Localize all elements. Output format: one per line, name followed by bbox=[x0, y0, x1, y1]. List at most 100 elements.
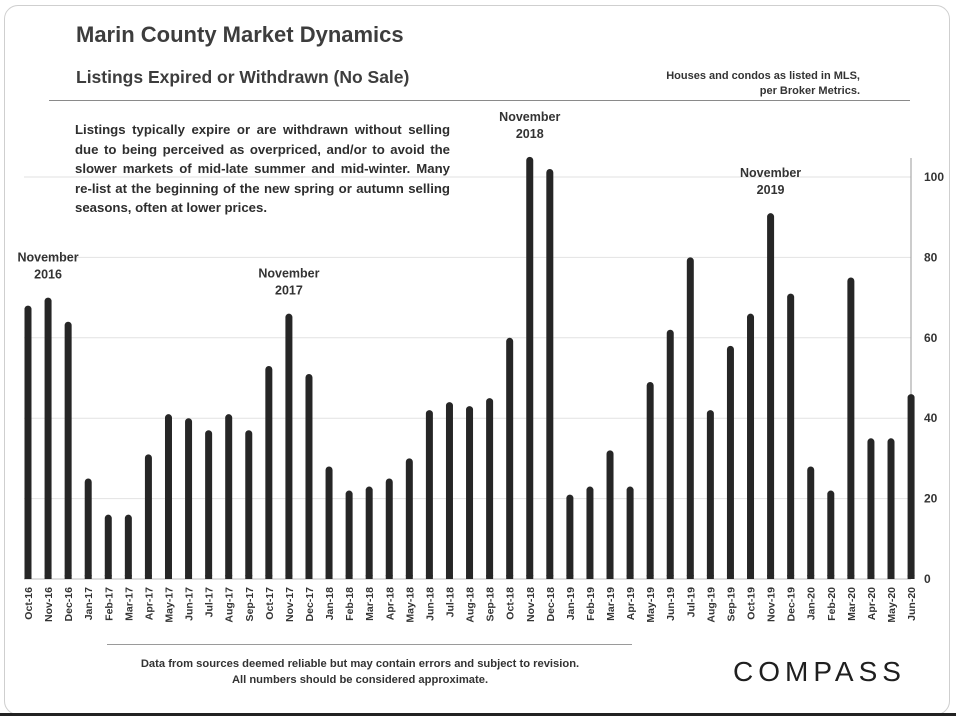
bar bbox=[706, 410, 714, 579]
bar bbox=[787, 293, 795, 579]
bar bbox=[546, 168, 554, 579]
x-tick-label: Feb-19 bbox=[585, 587, 597, 621]
bar-base bbox=[907, 575, 915, 579]
chart-description: Listings typically expire or are withdra… bbox=[75, 122, 450, 215]
x-tick-label: Mar-19 bbox=[605, 587, 617, 621]
annotation-month: November bbox=[258, 267, 319, 281]
x-tick-label: Oct-19 bbox=[746, 587, 758, 620]
bar bbox=[44, 297, 52, 579]
x-tick-label: May-17 bbox=[163, 587, 175, 623]
x-tick-label: Nov-16 bbox=[43, 587, 55, 622]
x-tick-label: Sep-18 bbox=[485, 587, 497, 622]
bar-base bbox=[144, 575, 152, 579]
x-tick-label: Dec-18 bbox=[545, 587, 557, 622]
x-tick-label: Jan-17 bbox=[83, 587, 95, 620]
bar bbox=[84, 478, 92, 579]
bar bbox=[666, 329, 674, 579]
bar bbox=[265, 365, 273, 579]
bar-base bbox=[305, 575, 313, 579]
x-tick-label: Jun-17 bbox=[184, 587, 196, 621]
page-title: Marin County Market Dynamics bbox=[76, 22, 404, 47]
bottom-rule bbox=[0, 713, 956, 716]
bar bbox=[466, 406, 474, 579]
bar-base bbox=[526, 575, 534, 579]
bar-base bbox=[466, 575, 474, 579]
bar bbox=[365, 486, 373, 579]
bar bbox=[486, 398, 494, 579]
x-tick-label: Sep-19 bbox=[725, 587, 737, 622]
x-tick-label: Jan-19 bbox=[565, 587, 577, 620]
bar bbox=[425, 410, 433, 579]
bar bbox=[566, 494, 574, 579]
bar bbox=[887, 438, 895, 579]
bar bbox=[807, 466, 815, 579]
bar bbox=[526, 156, 534, 579]
bar bbox=[606, 450, 614, 579]
bar-base bbox=[104, 575, 112, 579]
bar bbox=[345, 490, 353, 579]
x-tick-label: Aug-19 bbox=[705, 587, 717, 623]
x-tick-label: Dec-19 bbox=[786, 587, 798, 622]
y-tick-label: 60 bbox=[924, 331, 938, 345]
bar-base bbox=[445, 575, 453, 579]
x-tick-label: Feb-18 bbox=[344, 587, 356, 621]
x-tick-label: Dec-17 bbox=[304, 587, 316, 622]
bar bbox=[225, 414, 233, 579]
y-tick-label: 100 bbox=[924, 170, 944, 184]
annotation-year: 2017 bbox=[275, 284, 303, 298]
x-tick-label: May-18 bbox=[404, 587, 416, 623]
x-tick-label: May-20 bbox=[886, 587, 898, 623]
bar-base bbox=[646, 575, 654, 579]
x-tick-label: Jul-19 bbox=[685, 587, 697, 618]
footer-divider bbox=[107, 644, 632, 645]
bar bbox=[245, 430, 253, 579]
bar bbox=[646, 382, 654, 579]
x-tick-label: Mar-18 bbox=[364, 587, 376, 621]
x-tick-label: Jun-18 bbox=[424, 587, 436, 621]
bars bbox=[24, 156, 915, 579]
x-tick-label: Mar-20 bbox=[846, 587, 858, 621]
bar bbox=[64, 321, 72, 579]
bar bbox=[686, 257, 694, 579]
bar-base bbox=[44, 575, 52, 579]
bar bbox=[405, 458, 413, 579]
chart-subtitle: Listings Expired or Withdrawn (No Sale) bbox=[76, 67, 410, 87]
x-tick-label: Nov-18 bbox=[525, 587, 537, 622]
x-tick-label: Apr-17 bbox=[143, 587, 155, 620]
x-tick-label: Feb-20 bbox=[826, 587, 838, 621]
x-tick-label: Aug-17 bbox=[224, 587, 236, 623]
bar bbox=[586, 486, 594, 579]
annotation-month: November bbox=[740, 166, 801, 180]
bar bbox=[205, 430, 213, 579]
bar bbox=[867, 438, 875, 579]
bar-base bbox=[706, 575, 714, 579]
header-divider bbox=[49, 100, 910, 101]
bar-base bbox=[506, 575, 514, 579]
annotation-year: 2019 bbox=[757, 183, 785, 197]
bar-base bbox=[385, 575, 393, 579]
x-tick-label: Apr-20 bbox=[866, 587, 878, 620]
bar-base bbox=[24, 575, 32, 579]
bar bbox=[385, 478, 393, 579]
x-tick-label: Oct-16 bbox=[23, 587, 35, 620]
bar bbox=[907, 394, 915, 579]
x-tick-label: Jul-18 bbox=[444, 587, 456, 618]
bar-base bbox=[205, 575, 213, 579]
bar-base bbox=[867, 575, 875, 579]
bar-base bbox=[887, 575, 895, 579]
bar bbox=[285, 313, 293, 579]
bar bbox=[726, 345, 734, 579]
bar bbox=[325, 466, 333, 579]
x-tick-label: Nov-19 bbox=[766, 587, 778, 622]
disclaimer-line-1: Data from sources deemed reliable but ma… bbox=[140, 658, 580, 670]
annotation-month: November bbox=[17, 251, 78, 265]
x-tick-label: Jul-17 bbox=[204, 587, 216, 618]
x-tick-label: Jun-19 bbox=[665, 587, 677, 621]
x-tick-label: Feb-17 bbox=[103, 587, 115, 621]
x-tick-label: Nov-17 bbox=[284, 587, 296, 622]
bar bbox=[827, 490, 835, 579]
bar-base bbox=[807, 575, 815, 579]
bar bbox=[445, 402, 453, 579]
bar-base bbox=[64, 575, 72, 579]
compass-logo: COMPASS bbox=[733, 656, 906, 687]
